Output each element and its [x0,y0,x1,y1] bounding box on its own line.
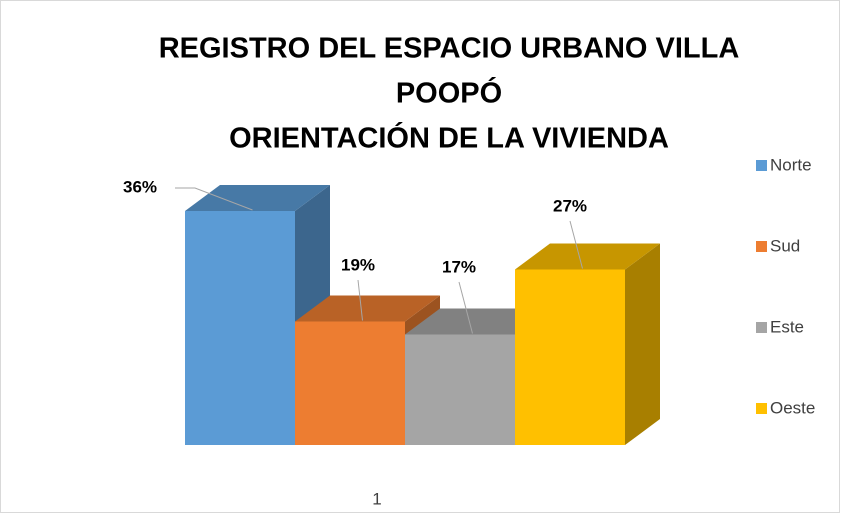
leader-line [458,281,473,334]
bar [185,211,295,445]
leader-line [175,187,253,211]
legend-label: Oeste [770,398,815,417]
leader-line [569,220,583,269]
chart-title: POOPÓ [396,76,502,110]
data-label: 19% [341,255,375,274]
bar-side [625,243,660,445]
leader-line [357,279,363,321]
bar [295,321,405,445]
bar-top [185,185,330,211]
bar-top [515,243,660,270]
data-label: 17% [442,257,476,276]
legend-label: Norte [770,155,812,174]
chart-title: ORIENTACIÓN DE LA VIVIENDA [229,121,669,155]
chart-title: REGISTRO DEL ESPACIO URBANO VILLA [159,33,740,65]
data-label: 36% [123,177,157,196]
legend-label: Este [770,317,804,336]
legend-swatch [756,403,767,414]
legend-swatch [756,160,767,171]
x-tick-label: 1 [372,489,381,508]
bar [515,269,625,445]
legend-swatch [756,241,767,252]
legend-swatch [756,322,767,333]
bar-top [295,295,440,322]
data-label: 27% [553,196,587,215]
legend-label: Sud [770,236,800,255]
bar-top [405,308,550,335]
bar [405,334,515,445]
